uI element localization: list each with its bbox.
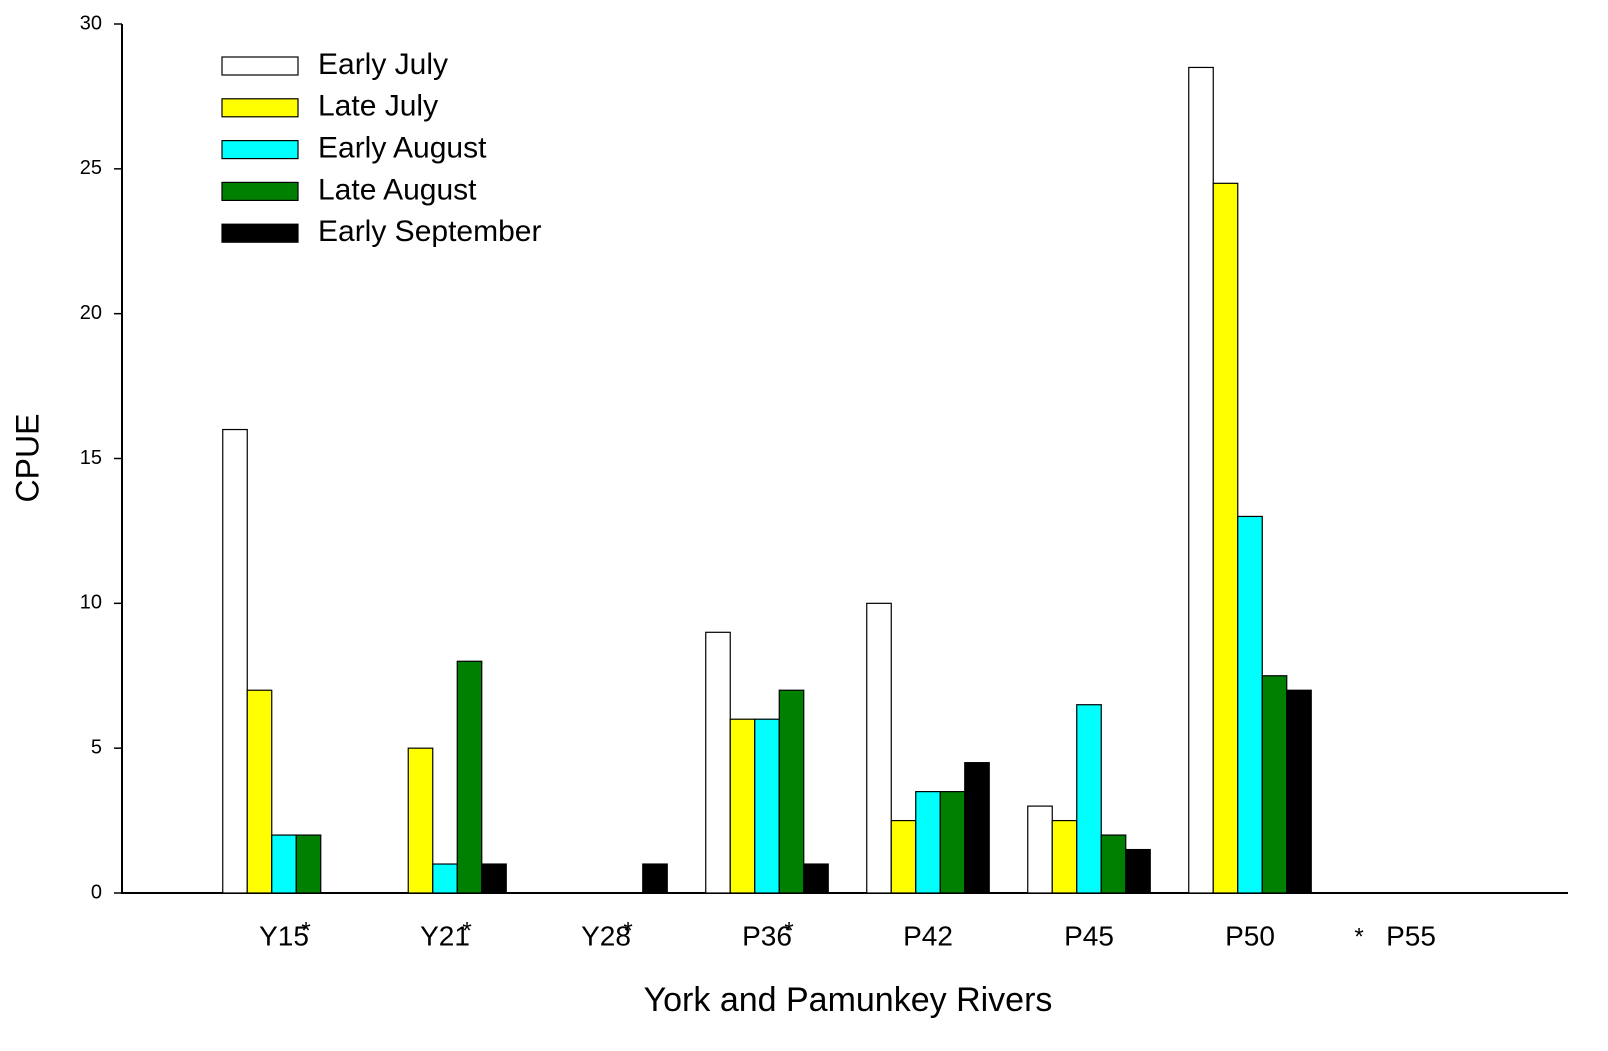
legend-swatch: [221, 140, 299, 160]
bar: [1100, 834, 1127, 894]
bar: [964, 762, 990, 894]
y-tick-label: 25: [80, 157, 102, 179]
bar: [295, 834, 322, 894]
bar: [642, 863, 668, 894]
y-tick-label: 30: [80, 12, 102, 34]
bar: [915, 791, 941, 894]
bar: [729, 718, 756, 894]
x-tick-label: Y21: [420, 920, 470, 951]
bar: [754, 718, 780, 894]
category-note: *: [623, 917, 632, 944]
bar: [1051, 819, 1078, 894]
bar: [432, 863, 458, 894]
category-note: *: [784, 917, 793, 944]
bar: [1188, 66, 1214, 894]
y-tick-label: 15: [80, 447, 102, 469]
legend-swatch: [221, 181, 299, 201]
legend-swatch: [221, 223, 299, 243]
bar: [1237, 515, 1263, 894]
bar: [1286, 689, 1312, 894]
category-note: *: [1354, 923, 1363, 950]
y-tick-label: 0: [91, 881, 102, 903]
x-tick-label: P50: [1225, 920, 1275, 951]
bar: [456, 660, 483, 894]
x-tick-label: Y15: [259, 920, 309, 951]
x-tick-label: P42: [903, 920, 953, 951]
bar: [1212, 182, 1239, 894]
legend-label: Late August: [318, 173, 477, 206]
bar: [1261, 675, 1288, 894]
category-note: *: [301, 917, 310, 944]
bar: [939, 791, 966, 894]
bar: [407, 747, 434, 894]
legend-label: Late July: [318, 90, 438, 123]
bar: [481, 863, 507, 894]
y-tick-label: 20: [80, 302, 102, 324]
legend-label: Early September: [318, 215, 541, 248]
y-tick-label: 5: [91, 736, 102, 758]
bar: [222, 428, 248, 894]
bar: [271, 834, 297, 894]
legend-label: Early August: [318, 132, 487, 165]
x-tick-label: P55: [1386, 920, 1436, 951]
bar: [705, 631, 731, 894]
bar: [1027, 805, 1053, 894]
legend-label: Early July: [318, 48, 448, 81]
x-tick-label: Y28: [581, 920, 631, 951]
y-tick-label: 10: [80, 592, 102, 614]
category-note: *: [462, 917, 471, 944]
x-axis-title: York and Pamunkey Rivers: [644, 981, 1053, 1019]
bar: [1125, 848, 1151, 894]
legend-swatch: [221, 56, 299, 76]
bar: [866, 602, 892, 894]
y-axis-title: CPUE: [9, 414, 45, 503]
bar: [890, 819, 917, 894]
x-tick-label: P36: [742, 920, 792, 951]
legend-swatch: [221, 98, 299, 118]
bar: [1076, 704, 1102, 894]
x-tick-label: P45: [1064, 920, 1114, 951]
bar: [778, 689, 805, 894]
bar: [246, 689, 273, 894]
bar: [803, 863, 829, 894]
